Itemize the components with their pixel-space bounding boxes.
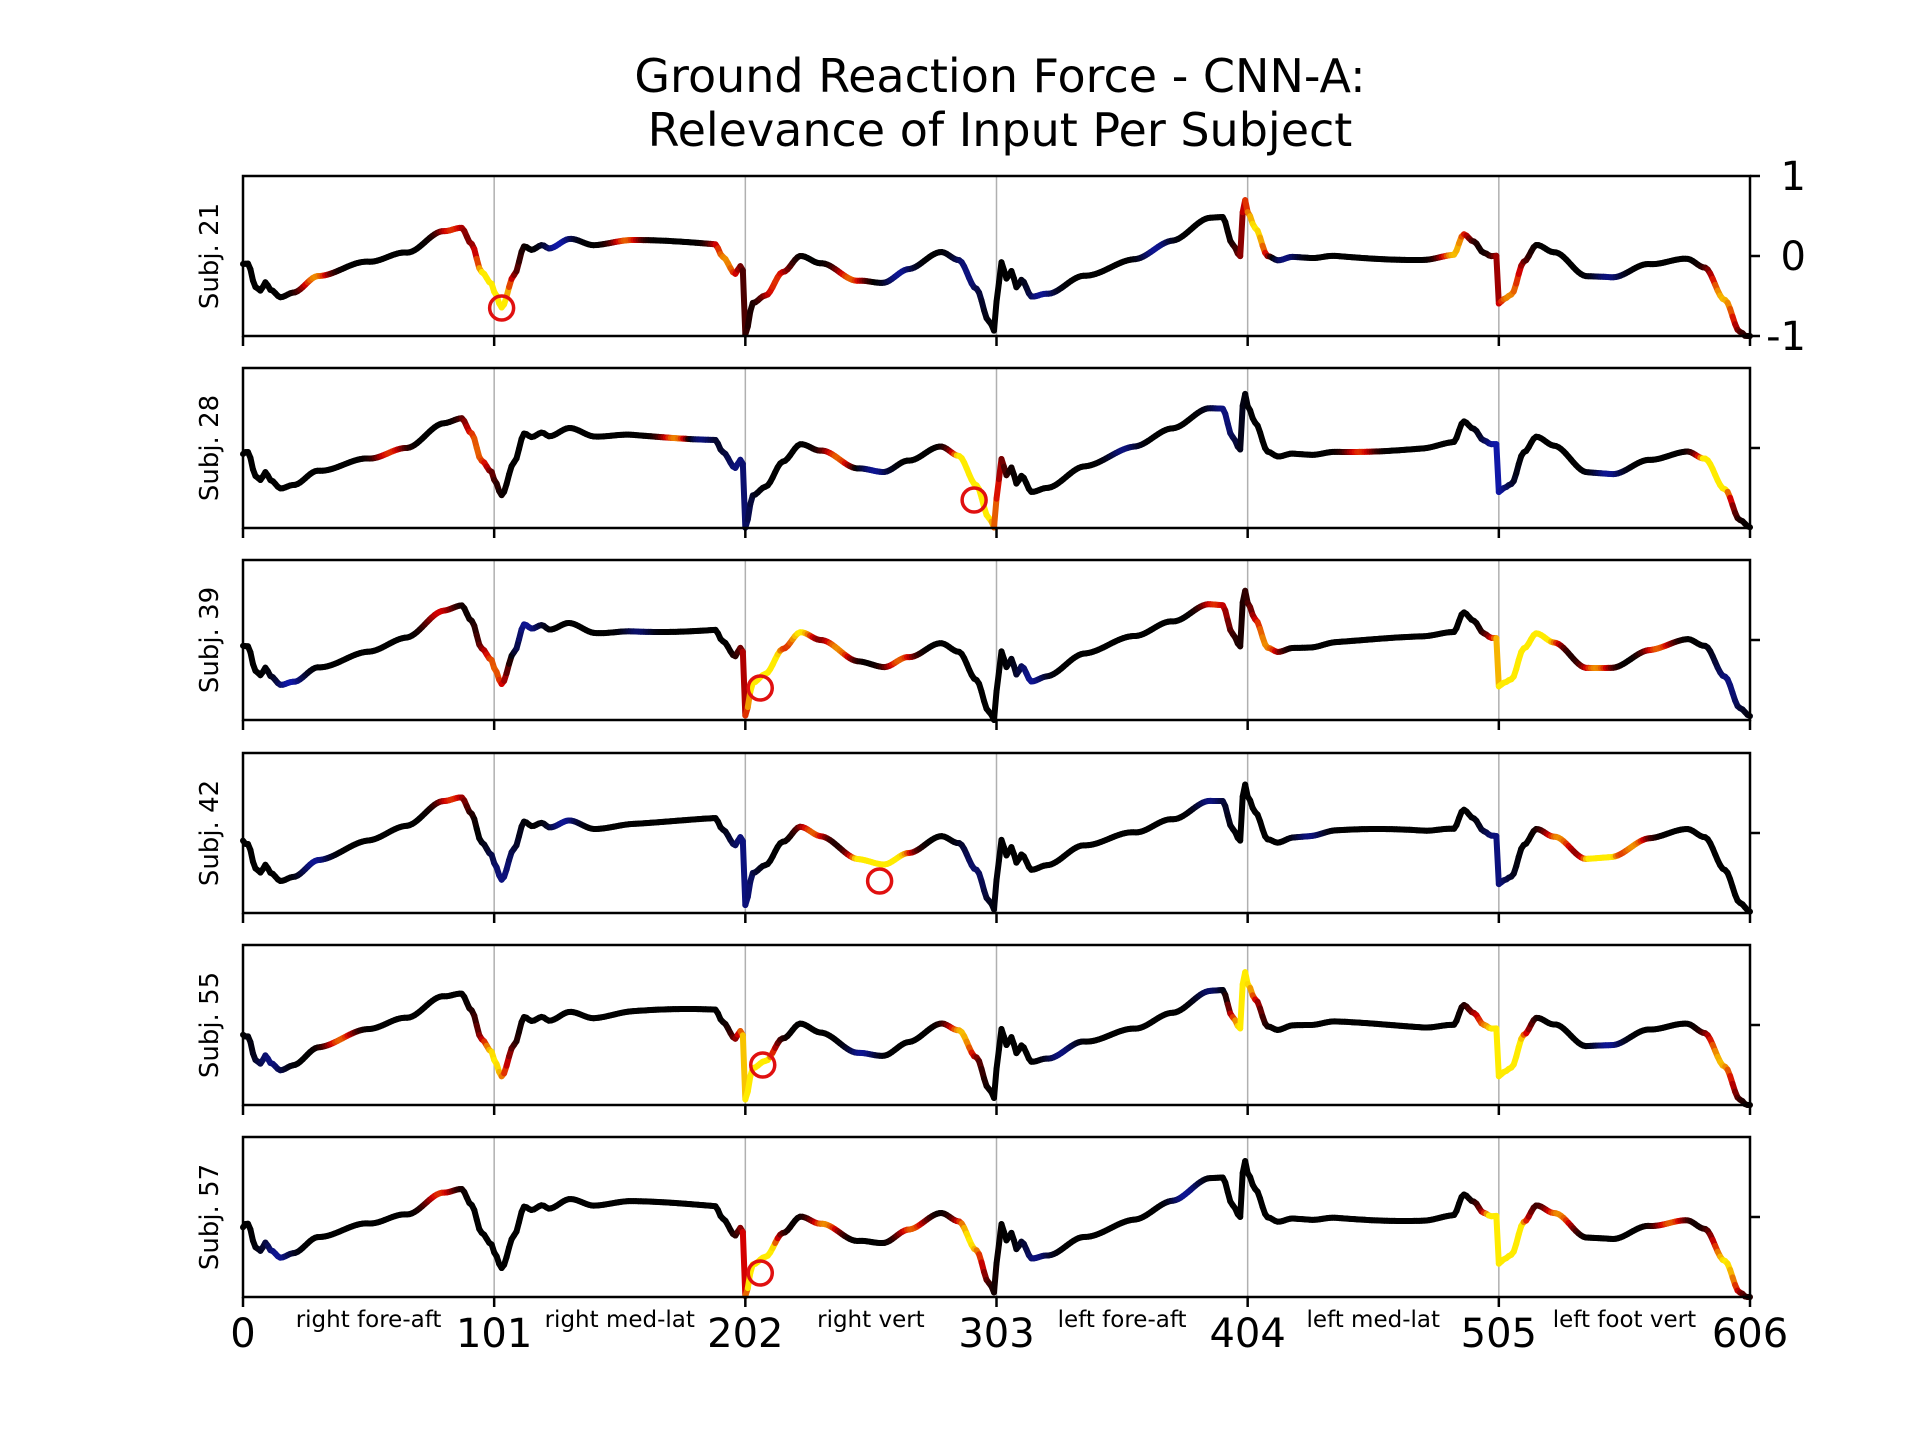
curve-segment xyxy=(739,838,749,909)
curve-segment xyxy=(1493,441,1502,496)
max-relevance-marker xyxy=(865,867,894,895)
curve-segment xyxy=(993,279,1002,305)
subject-label: Subj. 57 xyxy=(195,1164,225,1270)
max-relevance-marker xyxy=(746,674,775,702)
curve-segment xyxy=(739,1032,749,1103)
y-tick-label: 0 xyxy=(1781,234,1806,280)
segment-label: left fore-aft xyxy=(1058,1307,1187,1333)
curve-segment xyxy=(993,1241,1002,1267)
subject-panel: Subj. 42 xyxy=(195,751,1760,923)
x-tick-label: 303 xyxy=(958,1311,1034,1357)
segment-label: right med-lat xyxy=(545,1307,695,1333)
curve-segment xyxy=(1237,981,1246,1032)
max-relevance-marker xyxy=(746,1259,775,1287)
x-tick-label: 404 xyxy=(1209,1311,1285,1357)
segment-label: right fore-aft xyxy=(296,1307,442,1333)
curve-segment xyxy=(991,1066,1000,1101)
x-tick-label: 0 xyxy=(230,1311,255,1357)
subject-label: Subj. 55 xyxy=(195,972,225,1078)
subject-panel: Subj. 28 xyxy=(195,366,1760,538)
chart-title-line-1: Ground Reaction Force - CNN-A: xyxy=(634,49,1365,103)
y-tick-label: -1 xyxy=(1766,314,1806,360)
curve-segment xyxy=(993,1046,1002,1073)
curve-segment xyxy=(1237,402,1246,453)
curve-segment xyxy=(739,267,749,338)
curve-segment xyxy=(1493,252,1502,307)
subject-label: Subj. 42 xyxy=(195,780,225,886)
curve-segment xyxy=(1493,635,1502,690)
relevance-curve xyxy=(240,1158,1753,1300)
relevance-curve xyxy=(240,197,1753,339)
x-tick-label: 101 xyxy=(456,1311,532,1357)
curve-segment xyxy=(1493,832,1502,888)
relevance-curve xyxy=(240,969,1753,1108)
max-relevance-marker xyxy=(487,294,516,322)
subject-panel: Subj. 39 xyxy=(195,558,1760,730)
curve-segment xyxy=(1237,209,1246,260)
y-tick-label: 1 xyxy=(1781,154,1806,200)
max-relevance-marker xyxy=(960,486,988,514)
curve-segment xyxy=(993,857,1002,884)
curve-segment xyxy=(739,648,749,719)
curve-segment xyxy=(991,298,1000,334)
x-axis: 0 101 202 303 404 505 606 xyxy=(230,1311,1788,1357)
subject-panel: Subj. 57 xyxy=(195,1135,1760,1307)
subject-label: Subj. 21 xyxy=(195,203,225,309)
relevance-curve xyxy=(240,587,1753,723)
curve-segment xyxy=(1237,599,1246,650)
x-tick-label: 606 xyxy=(1712,1311,1788,1357)
chart-title-line-2: Relevance of Input Per Subject xyxy=(648,103,1353,157)
x-tick-label: 505 xyxy=(1461,1311,1537,1357)
curve-segment xyxy=(991,495,1000,531)
segment-label: left foot vert xyxy=(1553,1307,1696,1333)
y-axis-top-panel: 1 0 -1 xyxy=(1750,154,1806,360)
subject-panel: Subj. 21 xyxy=(195,174,1760,346)
curve-segment xyxy=(991,877,1000,913)
curve-segment xyxy=(1493,1025,1502,1080)
segment-label: right vert xyxy=(817,1307,925,1333)
max-relevance-marker xyxy=(748,1051,777,1079)
curve-segment xyxy=(993,476,1002,502)
curve-segment xyxy=(1237,793,1246,844)
curve-segment xyxy=(739,460,749,531)
curve-segment xyxy=(991,688,1000,723)
curve-segment xyxy=(1237,1170,1246,1220)
subject-label: Subj. 39 xyxy=(195,587,225,693)
relevance-curve xyxy=(240,781,1753,915)
relevance-curve xyxy=(240,390,1753,531)
curve-segment xyxy=(991,1260,1000,1296)
segment-labels: right fore-aft right med-lat right vert lef… xyxy=(296,1307,1696,1333)
subject-panel: Subj. 55 xyxy=(195,943,1760,1115)
curve-segment xyxy=(993,668,1002,695)
subject-label: Subj. 28 xyxy=(195,395,225,501)
x-tick-label: 202 xyxy=(707,1311,783,1357)
curve-segment xyxy=(739,1229,749,1300)
segment-label: left med-lat xyxy=(1306,1307,1440,1333)
subject-panels: Subj. 21 Subj. 28 Subj. 39 Subj. 42 Subj. 55… xyxy=(195,174,1760,1307)
curve-segment xyxy=(1493,1212,1502,1267)
